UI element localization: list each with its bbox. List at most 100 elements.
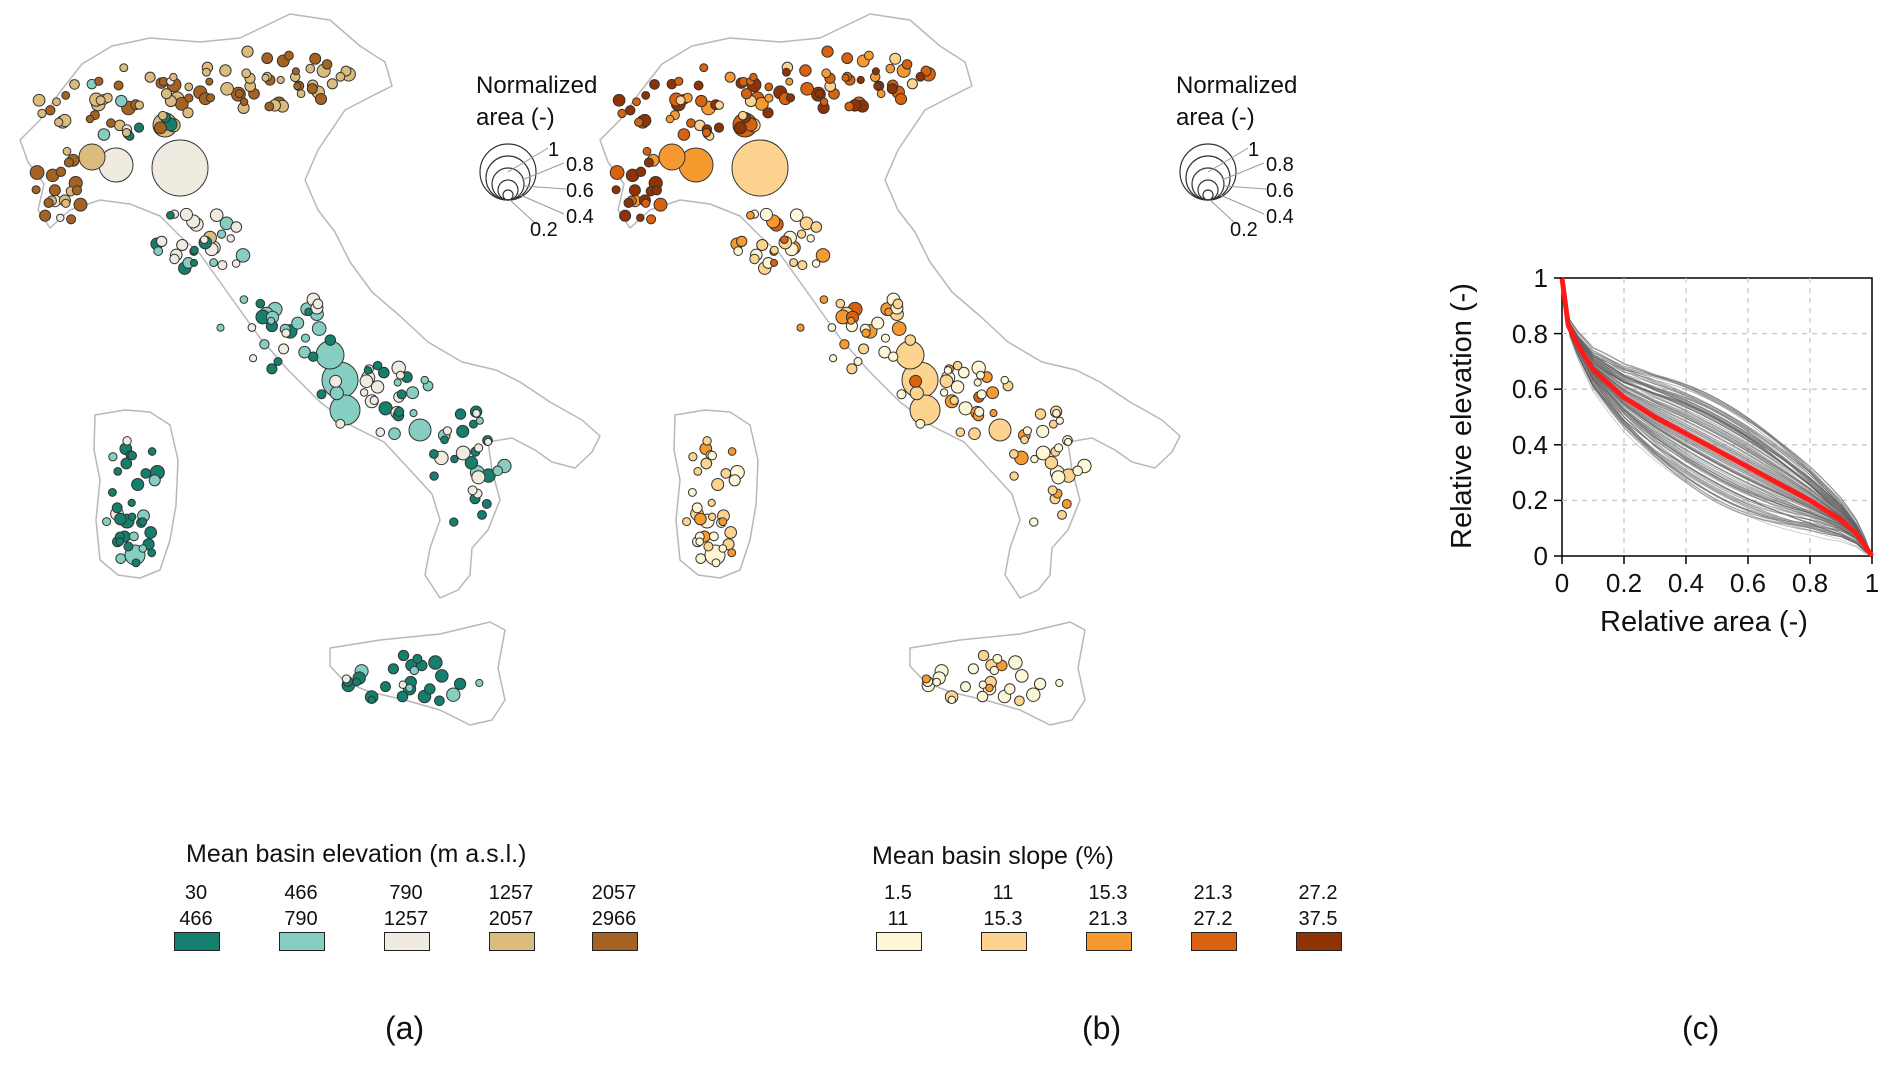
basin-marker — [687, 487, 697, 497]
basin-marker — [952, 360, 963, 371]
basin-marker — [219, 64, 232, 77]
basin-marker — [176, 238, 189, 252]
basin-marker — [370, 380, 385, 394]
basin-marker — [408, 418, 432, 442]
basin-marker — [1015, 669, 1029, 683]
basin-marker — [1029, 517, 1039, 527]
basin-marker — [967, 663, 979, 675]
basin-marker — [949, 395, 959, 405]
basin-marker — [160, 88, 173, 100]
basin-marker — [846, 363, 858, 375]
basin-marker — [388, 427, 401, 441]
basin-marker — [296, 89, 306, 99]
basin-marker — [727, 548, 737, 558]
basin-marker — [108, 452, 118, 462]
basin-marker — [304, 307, 313, 317]
basin-curve — [1561, 277, 1873, 557]
basin-marker — [827, 323, 837, 332]
basin-marker — [255, 298, 266, 309]
basin-marker — [764, 93, 774, 103]
basin-marker — [396, 690, 409, 703]
basin-marker — [409, 665, 419, 676]
basin-marker — [814, 89, 824, 99]
basin-marker — [475, 416, 484, 425]
basin-marker — [111, 502, 123, 514]
size-legend-leader — [1221, 162, 1265, 181]
basin-marker — [306, 83, 318, 95]
basin-marker — [733, 246, 744, 256]
basin-marker — [261, 73, 270, 82]
basin-marker — [326, 78, 338, 90]
elevation-class-legend: 30 466 466 790 790 1257 1257 2057 2057 2… — [156, 880, 676, 951]
basin-marker — [841, 73, 850, 82]
basin-marker — [435, 669, 449, 683]
map-mean-basin-elevation — [19, 13, 601, 726]
basin-marker — [691, 502, 703, 514]
basin-marker — [707, 498, 716, 508]
size-legend-leader — [517, 193, 565, 215]
basin-marker — [123, 541, 134, 552]
basin-marker — [128, 531, 139, 542]
size-legend-leader — [1207, 147, 1249, 173]
size-label-0-6: 0.6 — [1266, 180, 1294, 202]
basin-curve — [1561, 277, 1873, 557]
basin-marker — [724, 71, 736, 83]
basin-marker — [625, 105, 636, 116]
basin-marker — [189, 245, 199, 255]
basin-curve — [1561, 277, 1873, 557]
basin-marker — [138, 517, 148, 527]
basin-marker — [94, 76, 104, 86]
basin-marker — [871, 316, 885, 330]
basin-marker — [298, 345, 311, 359]
legend-class-2: 466 790 — [261, 880, 341, 951]
basin-marker — [764, 82, 774, 92]
basin-curve — [1561, 277, 1873, 557]
basin-marker — [440, 435, 449, 445]
basin-marker — [915, 71, 926, 82]
basin-marker — [856, 75, 865, 85]
basin-marker — [779, 235, 789, 245]
basin-marker — [896, 389, 907, 400]
y-tick-label: 0.8 — [1511, 318, 1548, 349]
basin-marker — [156, 235, 168, 248]
chart-xlabel: Relative area (-) — [1600, 606, 1808, 638]
basin-marker — [718, 544, 728, 553]
basin-marker — [307, 351, 319, 362]
basin-marker — [464, 455, 479, 470]
basin-marker — [785, 93, 796, 103]
size-label-0-8: 0.8 — [1266, 154, 1294, 176]
basin-marker — [880, 333, 891, 343]
basin-marker — [1047, 485, 1058, 496]
basin-marker — [889, 52, 902, 65]
basin-marker — [335, 418, 346, 429]
basin-marker — [359, 388, 369, 397]
basin-marker — [61, 90, 71, 100]
basin-marker — [781, 67, 791, 77]
basin-marker — [412, 653, 423, 664]
basin-marker — [56, 213, 65, 223]
basin-marker — [29, 165, 45, 180]
basin-marker — [658, 143, 686, 171]
size-legend-leader — [521, 162, 565, 181]
basin-marker — [63, 157, 74, 168]
basin-marker — [847, 316, 856, 325]
basin-marker — [955, 427, 966, 437]
legend-swatch — [1296, 932, 1342, 951]
basin-marker — [762, 107, 774, 119]
y-tick-label: 0 — [1533, 541, 1548, 571]
basin-marker — [456, 424, 470, 438]
basin-curve — [1561, 277, 1873, 557]
basin-marker — [915, 418, 926, 429]
basin-marker — [711, 477, 725, 492]
basin-marker — [467, 485, 478, 496]
basin-marker — [708, 531, 719, 542]
size-legend-leader — [507, 147, 549, 173]
basin-marker — [1057, 509, 1067, 520]
basin-marker — [609, 165, 625, 180]
basin-marker — [147, 447, 157, 456]
basin-marker — [884, 307, 893, 317]
basin-marker — [892, 298, 904, 310]
basin-marker — [85, 114, 95, 124]
basin-marker — [636, 213, 645, 223]
basin-marker — [133, 122, 145, 133]
